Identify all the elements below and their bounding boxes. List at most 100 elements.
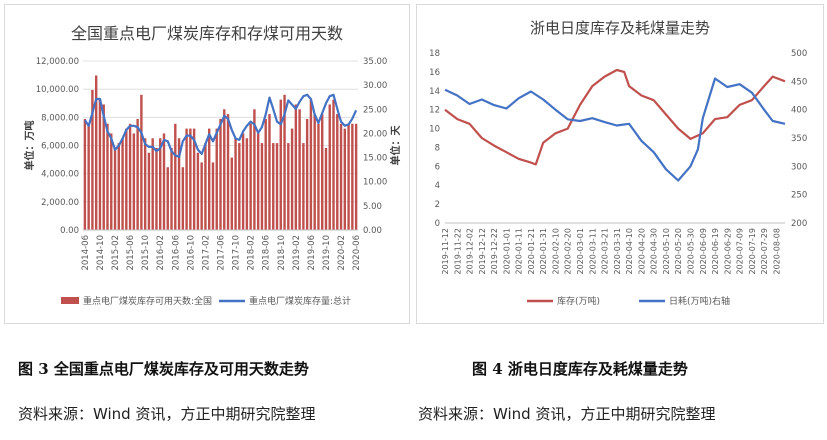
y-tick-label: 18 [429, 49, 440, 59]
bar [147, 152, 151, 230]
bar [83, 118, 87, 230]
bar [110, 133, 113, 230]
bar [223, 109, 226, 230]
bar [181, 167, 185, 230]
y2-tick-label: 350 [791, 134, 807, 144]
bar [204, 143, 207, 230]
y-tick-label: 16 [429, 68, 440, 78]
x-tick-label: 2018-02 [247, 235, 257, 271]
bar [354, 123, 358, 230]
x-tick-label: 2019-10 [322, 235, 332, 271]
coal-stock-chart: 全国重点电厂煤炭库存和存煤可用天数 0.00 2,000.00 4,000.00 6,0… [23, 24, 402, 307]
x-tick-label: 2016-10 [186, 235, 196, 271]
line-series-daily-consumption [444, 77, 786, 182]
x-tick-label: 2020-01-21 [527, 228, 536, 275]
x-tick-label: 2020-02-20 [564, 228, 573, 275]
legend-swatch-bar [61, 297, 79, 304]
x-tick-label: 2016-06 [171, 235, 181, 271]
bar [321, 114, 324, 230]
bar [279, 99, 282, 230]
y-tick-label: 0 [435, 219, 440, 229]
legend-label: 日耗(万吨)右轴 [669, 295, 730, 307]
bar [317, 123, 320, 230]
y-tick-label: 4,000.00 [41, 170, 79, 180]
x-tick-label: 2019-12-12 [478, 228, 487, 275]
x-tick-label: 2020-06 [352, 235, 362, 271]
chart-title: 全国重点电厂煤炭库存和存煤可用天数 [71, 24, 343, 43]
x-tick-label: 2020-07-19 [748, 228, 757, 275]
x-tick-label: 2014-10 [96, 235, 106, 271]
bar [234, 138, 237, 230]
y2-tick-label: 300 [791, 162, 807, 172]
y-tick-label: 10 [429, 125, 440, 135]
y2-tick-label: 0.00 [363, 226, 382, 236]
x-tick-label: 2017-02 [201, 235, 211, 271]
bar [117, 143, 120, 230]
bar [294, 104, 298, 230]
bar [290, 128, 294, 230]
x-tick-label: 2016-02 [156, 235, 166, 271]
bar [196, 152, 200, 230]
y-axis-label: 单位：万吨 [23, 121, 36, 171]
bar [151, 138, 154, 230]
bar [113, 147, 117, 230]
x-tick-label: 2015-02 [111, 235, 121, 271]
y2-tick-label: 30.00 [363, 81, 387, 91]
x-tick-label: 2020-03-31 [613, 228, 622, 275]
y2-tick-label: 35.00 [363, 57, 387, 67]
y2-tick-label: 25.00 [363, 105, 387, 115]
y2-tick-label: 5.00 [363, 202, 382, 212]
chart-title: 浙电日度库存及耗煤量走势 [530, 19, 710, 37]
x-tick-label: 2020-03-11 [588, 228, 597, 275]
bar [260, 143, 264, 230]
bar [91, 89, 94, 230]
bar [283, 94, 286, 230]
bar [305, 118, 309, 230]
bar [94, 75, 98, 230]
y2-tick-label: 500 [791, 49, 807, 59]
x-tick-label: 2020-07-09 [736, 228, 745, 275]
bar [215, 128, 218, 230]
y-tick-label: 12,000.00 [36, 57, 79, 67]
y2-tick-label: 250 [791, 191, 807, 201]
y-tick-label: 12 [429, 106, 440, 116]
bar [128, 123, 132, 230]
chart-panel-zhejiang-daily: 浙电日度库存及耗煤量走势 0 2 4 6 8 10 12 14 16 18 200 250 300 350 4… [416, 4, 824, 324]
y2-tick-label: 15.00 [363, 154, 387, 164]
bar [166, 167, 169, 230]
x-tick-label: 2019-11-22 [453, 228, 462, 275]
zhejiang-daily-chart: 浙电日度库存及耗煤量走势 0 2 4 6 8 10 12 14 16 18 200 250 300 350 4… [429, 19, 807, 307]
x-tick-label: 2020-08-08 [772, 228, 781, 275]
bar [298, 109, 301, 230]
bar [192, 128, 196, 230]
x-tick-label: 2018-06 [262, 235, 272, 271]
legend-label: 库存(万吨) [557, 295, 600, 307]
line-series-stock [83, 93, 358, 158]
y2-tick-label: 400 [791, 106, 807, 116]
bar [143, 138, 147, 230]
x-tick-label: 2015-10 [141, 235, 151, 271]
x-tick-label: 2017-06 [217, 235, 227, 271]
bar [324, 147, 328, 230]
x-tick-label: 2018-10 [277, 235, 287, 271]
bar [287, 143, 290, 230]
bar [339, 123, 343, 230]
x-tick-label: 2020-01-31 [539, 228, 548, 275]
bar [200, 162, 203, 230]
bar [159, 138, 162, 230]
y-tick-label: 2,000.00 [41, 198, 79, 208]
bar [87, 123, 90, 230]
x-tick-label: 2020-02-10 [551, 228, 560, 275]
x-tick-label: 2020-05-30 [686, 228, 695, 275]
y2-tick-label: 20.00 [363, 129, 387, 139]
bar [162, 133, 166, 230]
bar [313, 114, 316, 230]
figure-3-source: 资料来源：Wind 资讯，方正中期研究院整理 [18, 405, 316, 423]
bar [264, 118, 267, 230]
bar [226, 114, 230, 230]
bar [238, 143, 241, 230]
figure-4-source: 资料来源：Wind 资讯，方正中期研究院整理 [418, 405, 716, 423]
bar [268, 114, 271, 230]
bar [207, 128, 211, 230]
bar [136, 118, 139, 230]
